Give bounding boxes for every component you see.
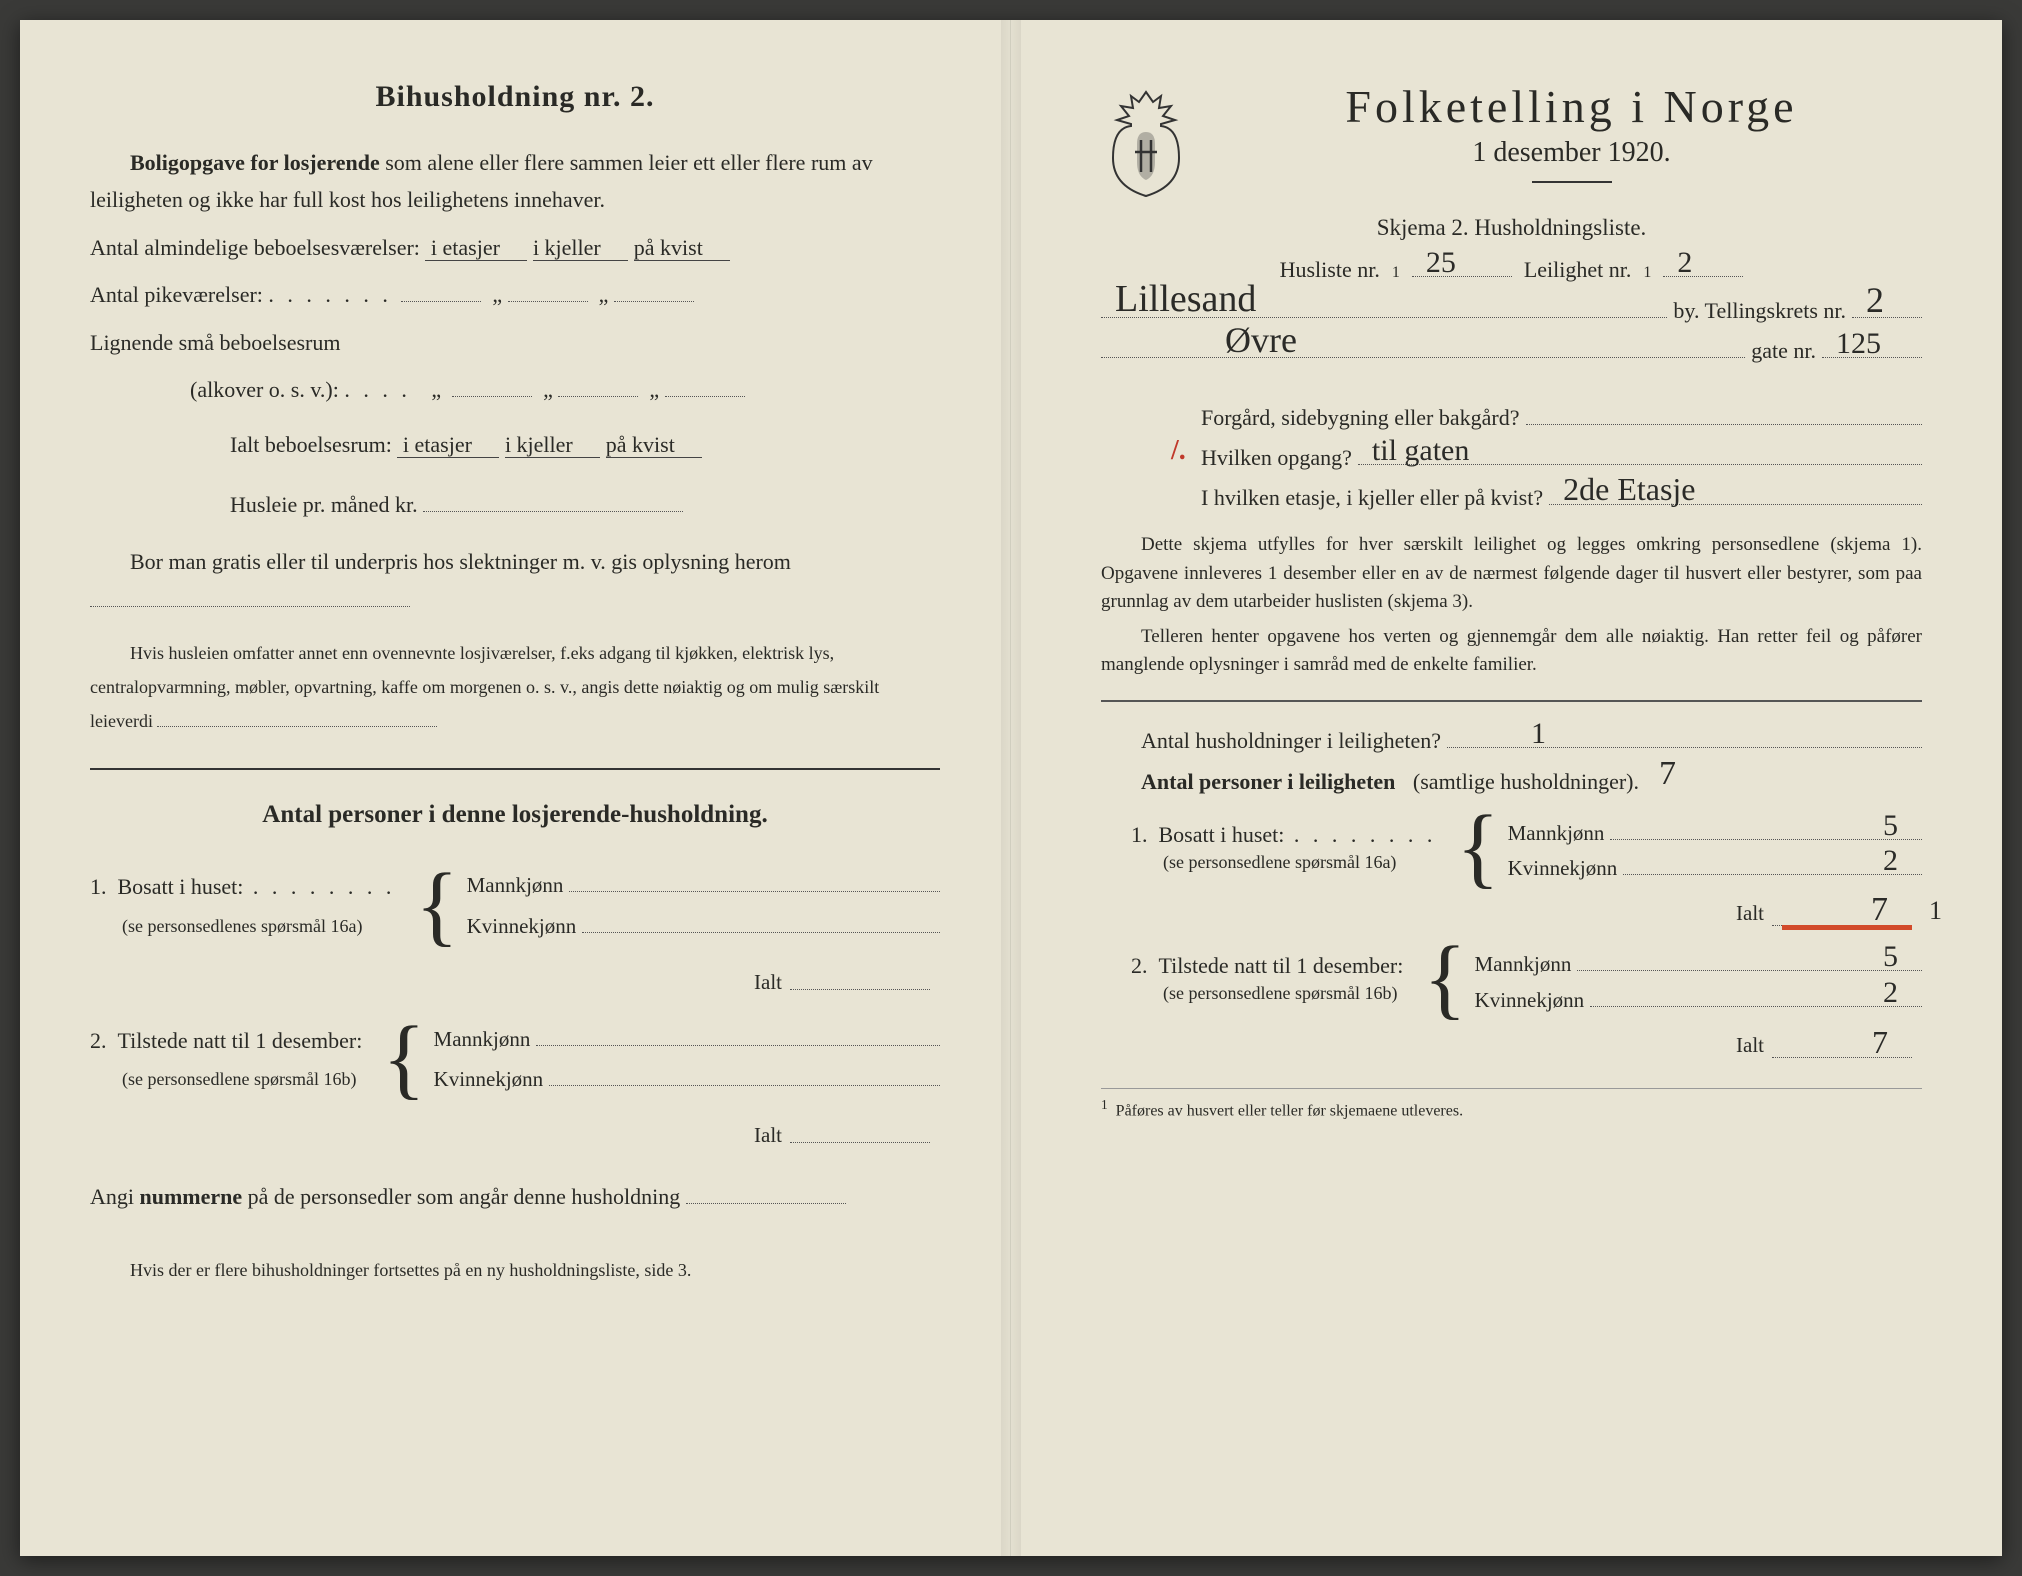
label-ialt-beb: Ialt beboelsesrum: <box>230 432 392 457</box>
field-q2-kvinne: 2 <box>1590 981 1922 1006</box>
label-almindelige: Antal almindelige beboelsesværelser: <box>90 235 420 260</box>
main-title: Folketelling i Norge <box>1221 80 1922 133</box>
field-q1-mann: 5 <box>1610 815 1922 840</box>
field-etasjer: i etasjer <box>425 235 527 261</box>
brace-icon: { <box>1448 812 1507 884</box>
red-mark-icon: /. <box>1171 435 1186 467</box>
footnote: 1 Påføres av husvert eller teller før sk… <box>1101 1088 1922 1120</box>
right-q2: 2. Tilstede natt til 1 desember: (se per… <box>1101 942 1922 1016</box>
field-by: Lillesand <box>1101 291 1667 317</box>
right-header: Folketelling i Norge 1 desember 1920. <box>1101 80 1922 207</box>
field-gatenr: 125 <box>1822 332 1922 358</box>
field-antal-pers: 7 <box>1645 762 1705 788</box>
section2-title: Antal personer i denne losjerende-hushol… <box>90 794 940 837</box>
left-bottom-note: Hvis der er flere bihusholdninger fortse… <box>90 1255 940 1286</box>
label-lignende2: (alkover o. s. v.): <box>190 377 339 402</box>
page-right: Folketelling i Norge 1 desember 1920. Sk… <box>1011 20 2002 1556</box>
field-forgard <box>1526 398 1922 424</box>
skjema-label: Skjema 2. Husholdningsliste. <box>1101 215 1922 241</box>
instruction-2: Telleren henter opgavene hos verten og g… <box>1101 623 1922 680</box>
field-pike-1 <box>401 280 481 302</box>
right-q1: 1. Bosatt i huset: . . . . . . . . (se p… <box>1101 811 1922 885</box>
sub-title: 1 desember 1920. <box>1221 137 1922 169</box>
field-kjeller: i kjeller <box>533 235 628 261</box>
field-q2-mann: 5 <box>1577 946 1922 971</box>
field-opgang: til gaten <box>1358 439 1922 465</box>
field-pike-3 <box>614 280 694 302</box>
field-krets: 2 <box>1852 291 1922 317</box>
intro-bold: Boligopgave for losjerende <box>130 150 380 175</box>
label-husleie: Husleie pr. måned kr. <box>230 492 418 517</box>
field-gate: Øvre <box>1101 332 1745 358</box>
field-antal-hush: 1 <box>1447 722 1922 748</box>
field-q1-kvinne: 2 <box>1623 850 1922 875</box>
left-title: Bihusholdning nr. 2. <box>90 80 940 114</box>
brace-icon: { <box>1415 943 1474 1015</box>
label-lignende1: Lignende små beboelsesrum <box>90 324 940 361</box>
red-underline-icon <box>1782 925 1912 930</box>
left-q2: 2. Tilstede natt til 1 desember: (se per… <box>90 1016 940 1102</box>
label-gratis: Bor man gratis eller til underpris hos s… <box>130 549 791 574</box>
field-pike-2 <box>508 280 588 302</box>
instruction-1: Dette skjema utfylles for hver særskilt … <box>1101 531 1922 617</box>
left-q1: 1. Bosatt i huset: . . . . . . . . (se p… <box>90 863 940 949</box>
field-etasje: 2de Etasje <box>1549 479 1922 505</box>
document-spread: Bihusholdning nr. 2. Boligopgave for los… <box>20 20 2002 1556</box>
field-husliste: 25 <box>1412 251 1512 277</box>
left-body: Boligopgave for losjerende som alene ell… <box>90 144 940 1286</box>
field-husleie <box>423 490 683 512</box>
brace-icon: { <box>407 870 466 942</box>
crest-icon <box>1101 88 1191 198</box>
field-q2-ialt: 7 <box>1772 1033 1912 1058</box>
label-pike: Antal pikeværelser: <box>90 282 263 307</box>
field-kvist: på kvist <box>634 235 731 261</box>
form-lines: Husliste nr.1 25 Leilighet nr.1 2 Lilles… <box>1101 251 1922 511</box>
brace-icon: { <box>374 1023 433 1095</box>
field-leilighet: 2 <box>1663 251 1743 277</box>
page-left: Bihusholdning nr. 2. Boligopgave for los… <box>20 20 1011 1556</box>
field-q1-ialt: 7 <box>1772 901 1912 926</box>
